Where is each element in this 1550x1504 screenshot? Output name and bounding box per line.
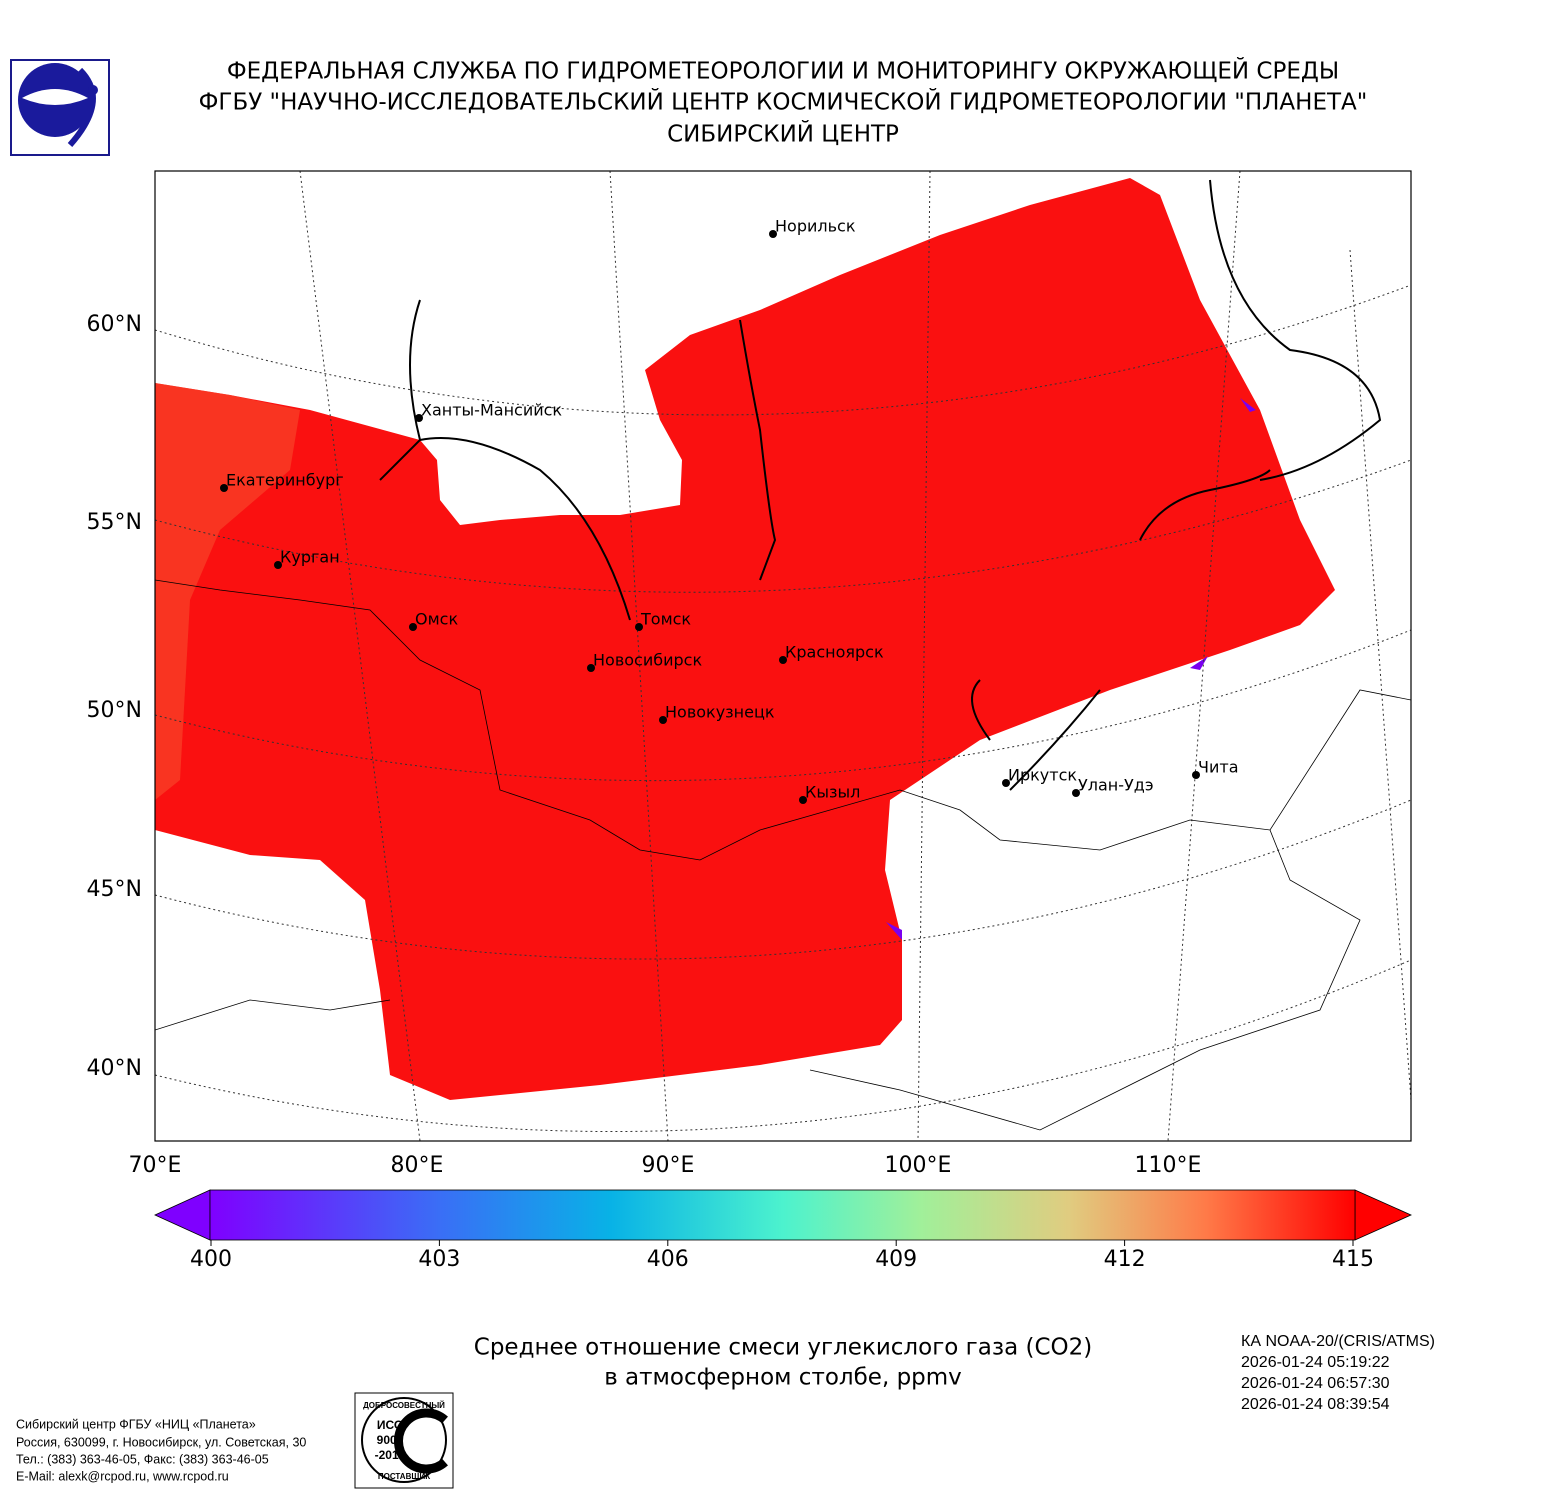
city-marker xyxy=(274,561,282,569)
city-marker xyxy=(659,716,667,724)
city-label: Томск xyxy=(640,610,691,629)
caption-line: в атмосферном столбе, ppmv xyxy=(604,1365,962,1391)
city-marker xyxy=(409,623,417,631)
header-line: ФЕДЕРАЛЬНАЯ СЛУЖБА ПО ГИДРОМЕТЕОРОЛОГИИ … xyxy=(227,57,1339,85)
colorbar-tick-label: 400 xyxy=(190,1247,232,1272)
co2-field xyxy=(155,178,1335,1100)
city-marker xyxy=(1002,779,1010,787)
city-marker xyxy=(779,656,787,664)
lat-label: 55°N xyxy=(87,510,142,535)
lon-label: 110°E xyxy=(1135,1153,1202,1178)
iso-logo: ДОБРОСОВЕСТНЫЙ ИСО 9001 -2015 ПОСТАВЩИК xyxy=(354,1392,454,1489)
colorbar-tick-label: 415 xyxy=(1332,1247,1374,1272)
colorbar xyxy=(209,1189,1356,1241)
city-marker xyxy=(1072,789,1080,797)
lon-label: 80°E xyxy=(391,1153,444,1178)
city-label: Улан-Удэ xyxy=(1078,776,1154,795)
caption-line: Среднее отношение смеси углекислого газа… xyxy=(474,1335,1092,1361)
co2-field-low xyxy=(155,383,300,800)
colorbar-tick-label: 403 xyxy=(418,1247,460,1272)
map-frame xyxy=(154,170,1412,1142)
city-marker xyxy=(220,484,228,492)
footer-line: Тел.: (383) 363-46-05, Факс: (383) 363-4… xyxy=(16,1452,269,1466)
city-marker xyxy=(415,414,423,422)
colorbar-max-extend xyxy=(1354,1189,1412,1241)
header-line: ФГБУ "НАУЧНО-ИССЛЕДОВАТЕЛЬСКИЙ ЦЕНТР КОС… xyxy=(199,88,1368,116)
colorbar-tick-label: 412 xyxy=(1104,1247,1146,1272)
graticule xyxy=(155,171,1411,1141)
iso-bottom: ПОСТАВЩИК xyxy=(378,1472,430,1481)
lon-label: 90°E xyxy=(642,1153,695,1178)
iso-top: ДОБРОСОВЕСТНЫЙ xyxy=(363,1401,445,1410)
satellite-line: 2026-01-24 06:57:30 xyxy=(1241,1375,1390,1392)
footer: Сибирский центр ФГБУ «НИЦ «Планета» Росс… xyxy=(16,1417,306,1483)
lon-label: 100°E xyxy=(885,1153,952,1178)
city-marker xyxy=(1192,771,1200,779)
colorbar-tick-label: 406 xyxy=(647,1247,689,1272)
city-marker xyxy=(799,796,807,804)
city-label: Чита xyxy=(1198,758,1239,777)
city-label: Красноярск xyxy=(785,643,884,662)
colorbar-tick-label: 409 xyxy=(875,1247,917,1272)
city-marker xyxy=(587,664,595,672)
lat-label: 60°N xyxy=(87,312,142,337)
satellite-info: КА NOAA-20/(CRIS/ATMS) 2026-01-24 05:19:… xyxy=(1241,1333,1435,1413)
borders xyxy=(155,579,1411,1131)
footer-line: E-Mail: alexk@rcpod.ru, www.rcpod.ru xyxy=(16,1469,229,1483)
satellite-line: 2026-01-24 08:39:54 xyxy=(1241,1396,1390,1413)
city-marker xyxy=(769,230,777,238)
iso-line: ИСО xyxy=(377,1418,403,1432)
city-label: Иркутск xyxy=(1008,766,1077,785)
footer-line: Сибирский центр ФГБУ «НИЦ «Планета» xyxy=(16,1417,256,1431)
lon-label: 70°E xyxy=(129,1153,182,1178)
iso-line: 9001 xyxy=(377,1433,404,1447)
lat-label: 40°N xyxy=(87,1056,142,1081)
city-label: Норильск xyxy=(775,217,856,236)
map-area xyxy=(155,171,1411,1141)
city-label: Кызыл xyxy=(805,783,860,802)
satellite-line: 2026-01-24 05:19:22 xyxy=(1241,1354,1390,1371)
satellite-line: КА NOAA-20/(CRIS/ATMS) xyxy=(1241,1333,1435,1350)
city-label: Курган xyxy=(280,548,340,567)
lat-label: 50°N xyxy=(87,698,142,723)
header-line: СИБИРСКИЙ ЦЕНТР xyxy=(667,120,899,148)
agency-logo xyxy=(10,59,110,156)
footer-line: Россия, 630099, г. Новосибирск, ул. Сове… xyxy=(16,1435,306,1449)
iso-line: -2015 xyxy=(375,1448,406,1462)
lat-label: 45°N xyxy=(87,877,142,902)
city-label: Новокузнецк xyxy=(665,703,775,722)
city-label: Омск xyxy=(415,610,458,629)
city-label: Ханты-Мансийск xyxy=(421,401,562,420)
colorbar-min-extend xyxy=(154,1189,211,1241)
city-marker xyxy=(635,623,643,631)
city-label: Екатеринбург xyxy=(226,471,344,490)
rivers xyxy=(379,179,1382,791)
city-label: Новосибирск xyxy=(593,651,702,670)
